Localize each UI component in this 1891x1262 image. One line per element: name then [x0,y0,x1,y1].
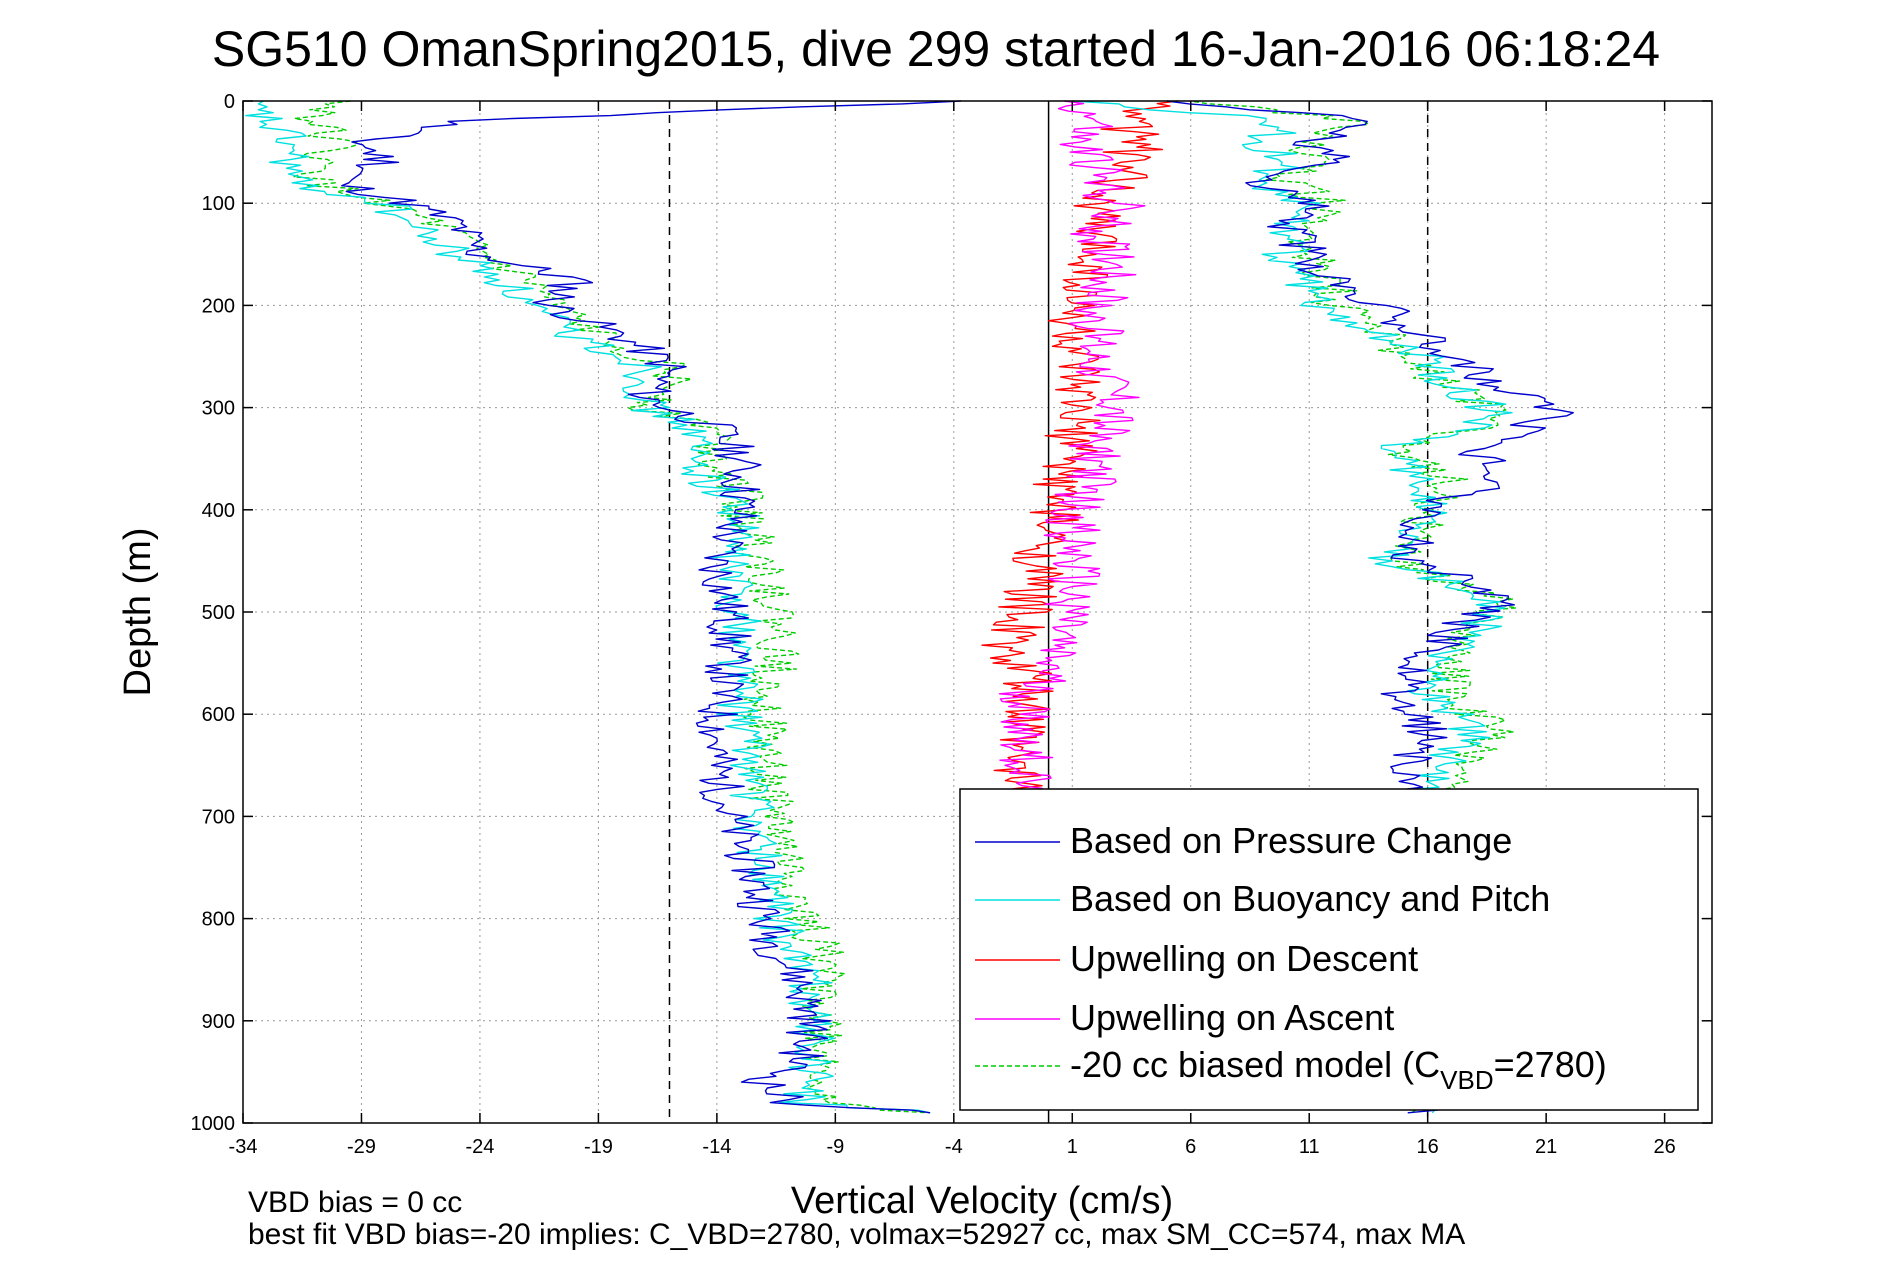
x-tick-label: -9 [826,1136,844,1158]
x-tick-label: 6 [1185,1136,1196,1158]
x-tick-label: -34 [229,1136,258,1158]
series-3 [996,100,1146,797]
x-tick-label: 26 [1653,1136,1675,1158]
series-line [996,100,1146,797]
x-tick-label: -4 [945,1136,963,1158]
chart-title: SG510 OmanSpring2015, dive 299 started 1… [212,21,1660,77]
y-tick-label: 400 [202,500,235,522]
y-tick-label: 1000 [191,1113,236,1135]
y-axis-ticks: 0 100 200 300 400 500 600 700 800 900 1000 [191,91,1712,1135]
x-axis-ticks: -34 -29 -24 -19 -14 -9 -4 1 6 11 16 21 26 [229,101,1676,1158]
legend-label-text: Based on Pressure Change [1070,820,1512,861]
y-tick-label: 200 [202,295,235,317]
series-descent-line [341,100,961,1114]
legend-label: -20 cc biased model (CVBD=2780) [1070,1044,1607,1095]
legend-label-text: Upwelling on Descent [1070,938,1418,979]
y-tick-label: 800 [202,909,235,931]
legend: Based on Pressure Change Based on Buoyanc… [959,788,1699,1111]
y-tick-label: 500 [202,602,235,624]
series-descent-line [245,100,931,1114]
legend-label-text: -20 cc biased model (C [1070,1044,1440,1085]
series-2 [981,100,1178,797]
y-tick-label: 700 [202,806,235,828]
y-tick-label: 0 [224,91,235,113]
legend-label: Based on Buoyancy and Pitch [1070,878,1550,919]
footer-line-1: VBD bias = 0 cc [248,1186,462,1219]
legend-label-text: Upwelling on Ascent [1070,997,1394,1038]
x-tick-label: 11 [1299,1136,1320,1158]
legend-label: Upwelling on Descent [1070,938,1418,979]
y-tick-label: 100 [202,193,235,215]
legend-label-suffix: =2780) [1494,1044,1607,1085]
y-tick-label: 300 [202,398,235,420]
series-descent-line [292,100,931,1114]
footer-line-2: best fit VBD bias=-20 implies: C_VBD=278… [248,1218,1465,1251]
legend-label-subscript: VBD [1440,1065,1493,1095]
x-tick-label: -14 [702,1136,731,1158]
x-tick-label: 16 [1417,1136,1439,1158]
y-tick-label: 900 [202,1011,235,1033]
x-tick-label: -19 [584,1136,613,1158]
x-axis-label: Vertical Velocity (cm/s) [791,1180,1173,1222]
x-tick-label: -24 [465,1136,494,1158]
series-line [981,100,1178,797]
legend-label: Based on Pressure Change [1070,820,1512,861]
x-tick-label: 21 [1535,1136,1557,1158]
x-tick-label: 1 [1067,1136,1078,1158]
y-axis-label: Depth (m) [117,528,159,697]
legend-label: Upwelling on Ascent [1070,997,1394,1038]
legend-label-text: Based on Buoyancy and Pitch [1070,878,1550,919]
x-tick-label: -29 [347,1136,376,1158]
y-tick-label: 600 [202,704,235,726]
legend-box [959,788,1699,1111]
